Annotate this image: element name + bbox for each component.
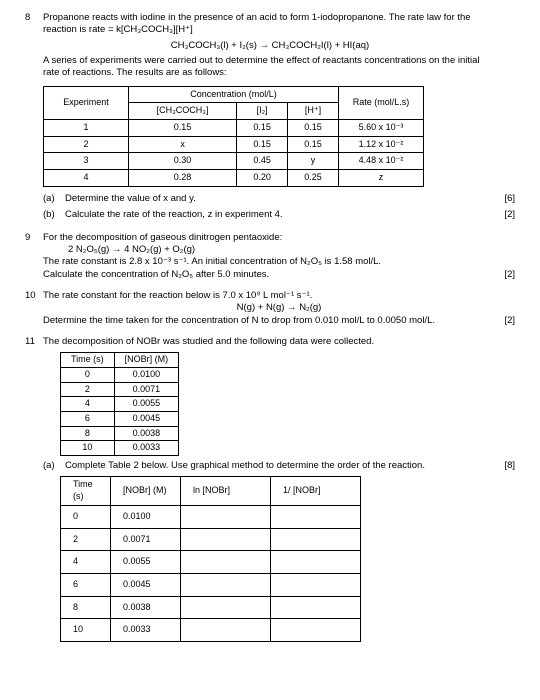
q8-intro2: reaction is rate = k[CH₃COCH₃][H⁺] xyxy=(43,24,515,36)
table-row: 2x0.150.151.12 x 10⁻² xyxy=(44,136,424,153)
marks: [6] xyxy=(504,193,515,205)
q8-eq: CH₃COCH₃(l) + I₂(s) → CH₃COCH₂I(l) + HI(… xyxy=(25,40,515,52)
table-row: 60.0045 xyxy=(61,573,361,596)
q11: 11 The decomposition of NOBr was studied… xyxy=(25,336,515,348)
q10-num: 10 xyxy=(25,290,43,327)
table-row: 40.0055 xyxy=(61,397,179,412)
t1-h2: [CH₃COCH₃] xyxy=(129,103,237,120)
marks: [2] xyxy=(504,269,515,281)
q9-eq: 2 N₂O₅(g) → 4 NO₂(g) + O₂(g) xyxy=(68,244,515,256)
q8a: (a) Determine the value of x and y.[6] xyxy=(25,193,515,205)
table-row: 80.0038 xyxy=(61,596,361,619)
t1-hc: Concentration (mol/L) xyxy=(129,86,339,103)
marks: [8] xyxy=(504,460,515,472)
t1-h5: Rate (mol/L.s) xyxy=(339,86,424,119)
marks: [2] xyxy=(504,315,515,327)
table-row: 100.0033 xyxy=(61,441,179,456)
q10-eq: N(g) + N(g) → N₂(g) xyxy=(43,302,515,314)
table-row: 00.0100 xyxy=(61,367,179,382)
table-row: 00.0100 xyxy=(61,505,361,528)
q8-intro1: Propanone reacts with iodine in the pres… xyxy=(43,12,515,24)
q8-intro4: rate of reactions. The results are as fo… xyxy=(43,67,515,79)
q11a: (a) Complete Table 2 below. Use graphica… xyxy=(25,460,515,472)
q11-table1: Time (s)[NOBr] (M) 00.0100 20.0071 40.00… xyxy=(60,352,179,456)
table-row: 100.0033 xyxy=(61,619,361,642)
q11-table2: Time (s)[NOBr] (M)ln [NOBr]1/ [NOBr] 00.… xyxy=(60,476,361,642)
table-row: 20.0071 xyxy=(61,382,179,397)
t1-h1: Experiment xyxy=(44,86,129,119)
table-row: 40.280.200.25z xyxy=(44,170,424,187)
q8-intro3: A series of experiments were carried out… xyxy=(43,55,515,67)
q8: 8 Propanone reacts with iodine in the pr… xyxy=(25,12,515,37)
q8-table: Experiment Concentration (mol/L) Rate (m… xyxy=(43,86,424,187)
q9-num: 9 xyxy=(25,232,43,281)
t1-h4: [H⁺] xyxy=(288,103,339,120)
q10: 10 The rate constant for the reaction be… xyxy=(25,290,515,327)
marks: [2] xyxy=(504,209,515,221)
table-row: 10.150.150.155.60 x 10⁻³ xyxy=(44,120,424,137)
t1-h3: [I₂] xyxy=(237,103,288,120)
q8-body: Propanone reacts with iodine in the pres… xyxy=(43,12,515,37)
table-row: 40.0055 xyxy=(61,551,361,574)
q9: 9 For the decomposition of gaseous dinit… xyxy=(25,232,515,281)
table-row: 20.0071 xyxy=(61,528,361,551)
table-row: 60.0045 xyxy=(61,412,179,427)
table-row: 80.0038 xyxy=(61,426,179,441)
table-row: 30.300.45y4.48 x 10⁻² xyxy=(44,153,424,170)
q11-num: 11 xyxy=(25,336,43,348)
q8b: (b) Calculate the rate of the reaction, … xyxy=(25,209,515,221)
q8-num: 8 xyxy=(25,12,43,37)
